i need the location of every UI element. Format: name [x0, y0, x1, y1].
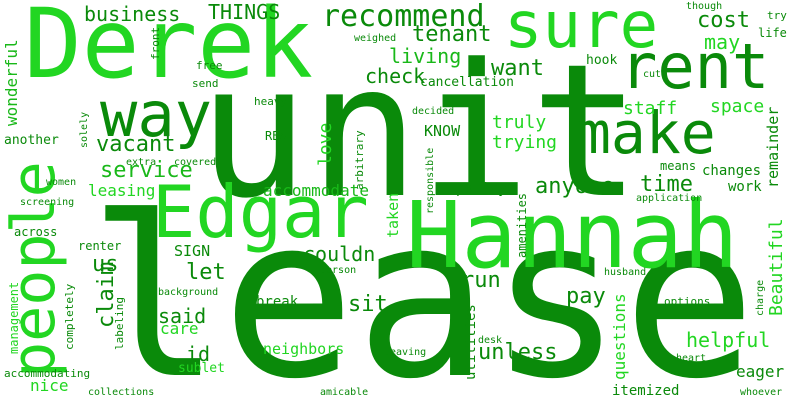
word: neighbors: [263, 340, 345, 358]
word: utilities: [463, 304, 479, 380]
word: screening: [20, 197, 75, 208]
word: wonderful: [2, 39, 21, 126]
word: couldn: [303, 242, 376, 266]
word: collections: [88, 387, 155, 398]
word: weighed: [354, 33, 397, 44]
word: cost: [697, 8, 750, 33]
word: women: [46, 177, 77, 188]
word: nice: [30, 376, 69, 395]
word: accommodating: [4, 367, 91, 380]
word: may: [704, 30, 741, 54]
word: free: [196, 59, 223, 72]
word: taken: [384, 192, 402, 238]
word: cut: [643, 69, 662, 80]
word: tenant: [412, 22, 492, 47]
word: RBS: [265, 129, 287, 143]
word: business: [84, 2, 181, 26]
word: Hannah: [406, 182, 739, 289]
word: renter: [78, 239, 122, 253]
word: application: [636, 193, 703, 204]
word: completely: [63, 283, 76, 350]
word: questions: [610, 293, 629, 380]
word: remainder: [764, 106, 782, 188]
word: service: [100, 158, 193, 183]
word: try: [767, 9, 787, 22]
word: THINGS: [208, 0, 281, 24]
word: sublet: [178, 361, 225, 376]
word: Derek: [24, 0, 313, 100]
word: decided: [412, 106, 455, 117]
word: us: [92, 252, 119, 277]
word: solely: [79, 111, 90, 148]
word: id: [186, 342, 211, 366]
word: changes: [702, 163, 762, 179]
word: unit: [198, 25, 642, 239]
word: want: [491, 56, 544, 81]
word: care: [160, 319, 199, 338]
word: space: [710, 96, 765, 117]
word: front: [149, 26, 162, 60]
word: whoever: [740, 387, 783, 398]
word: charge: [755, 279, 766, 316]
word: lease: [88, 170, 757, 400]
word: policy: [456, 181, 507, 197]
word: pay: [566, 284, 606, 309]
word: sit: [348, 292, 388, 317]
word: amenities: [515, 192, 529, 258]
word: helpful: [686, 328, 771, 352]
word: love: [315, 122, 336, 166]
word: accommodate: [263, 181, 369, 200]
word: desk: [478, 335, 503, 346]
word: staff: [623, 98, 678, 119]
word: sure: [504, 0, 659, 63]
word: truly: [492, 112, 547, 133]
word: covered: [174, 157, 217, 168]
word: background: [158, 287, 219, 298]
word: way: [100, 78, 212, 151]
word: living: [389, 44, 462, 68]
word: husband: [604, 267, 647, 278]
word: cancellation: [420, 75, 514, 90]
word: options: [664, 295, 711, 308]
word: rent: [620, 30, 770, 103]
word: let: [186, 260, 226, 285]
word: leaving: [384, 347, 427, 358]
word: unless: [478, 340, 558, 365]
word: recommend: [322, 0, 485, 34]
word: arbitrary: [353, 130, 366, 190]
word: said: [158, 304, 207, 328]
word: life: [758, 26, 787, 40]
word: amicable: [320, 387, 369, 398]
word: time: [640, 172, 693, 197]
word: Edgar: [152, 170, 369, 254]
word: management: [7, 281, 21, 354]
word: itemized: [612, 383, 680, 399]
word: vacant: [96, 132, 176, 157]
word: check: [365, 64, 426, 88]
word: work: [728, 179, 762, 195]
word: eager: [736, 362, 785, 381]
word: send: [192, 77, 219, 90]
word: heart: [676, 353, 707, 364]
word: run: [461, 268, 501, 293]
word: KNOW: [424, 122, 461, 140]
word: SIGN: [174, 242, 211, 260]
word: leasing: [88, 181, 156, 200]
word: labeling: [113, 297, 126, 350]
word: extra: [126, 157, 157, 168]
word: trying: [492, 132, 558, 153]
word: Beautiful: [766, 218, 787, 316]
word: break: [256, 294, 299, 310]
word: responsible: [425, 147, 436, 214]
word: heavy: [254, 95, 288, 108]
word: person: [320, 265, 357, 276]
word: means: [660, 159, 697, 173]
word: another: [4, 133, 59, 148]
word: across: [14, 225, 58, 239]
word: though: [686, 1, 723, 12]
word: hook: [586, 53, 618, 68]
word: make: [576, 99, 716, 167]
word: anyone: [535, 174, 615, 199]
